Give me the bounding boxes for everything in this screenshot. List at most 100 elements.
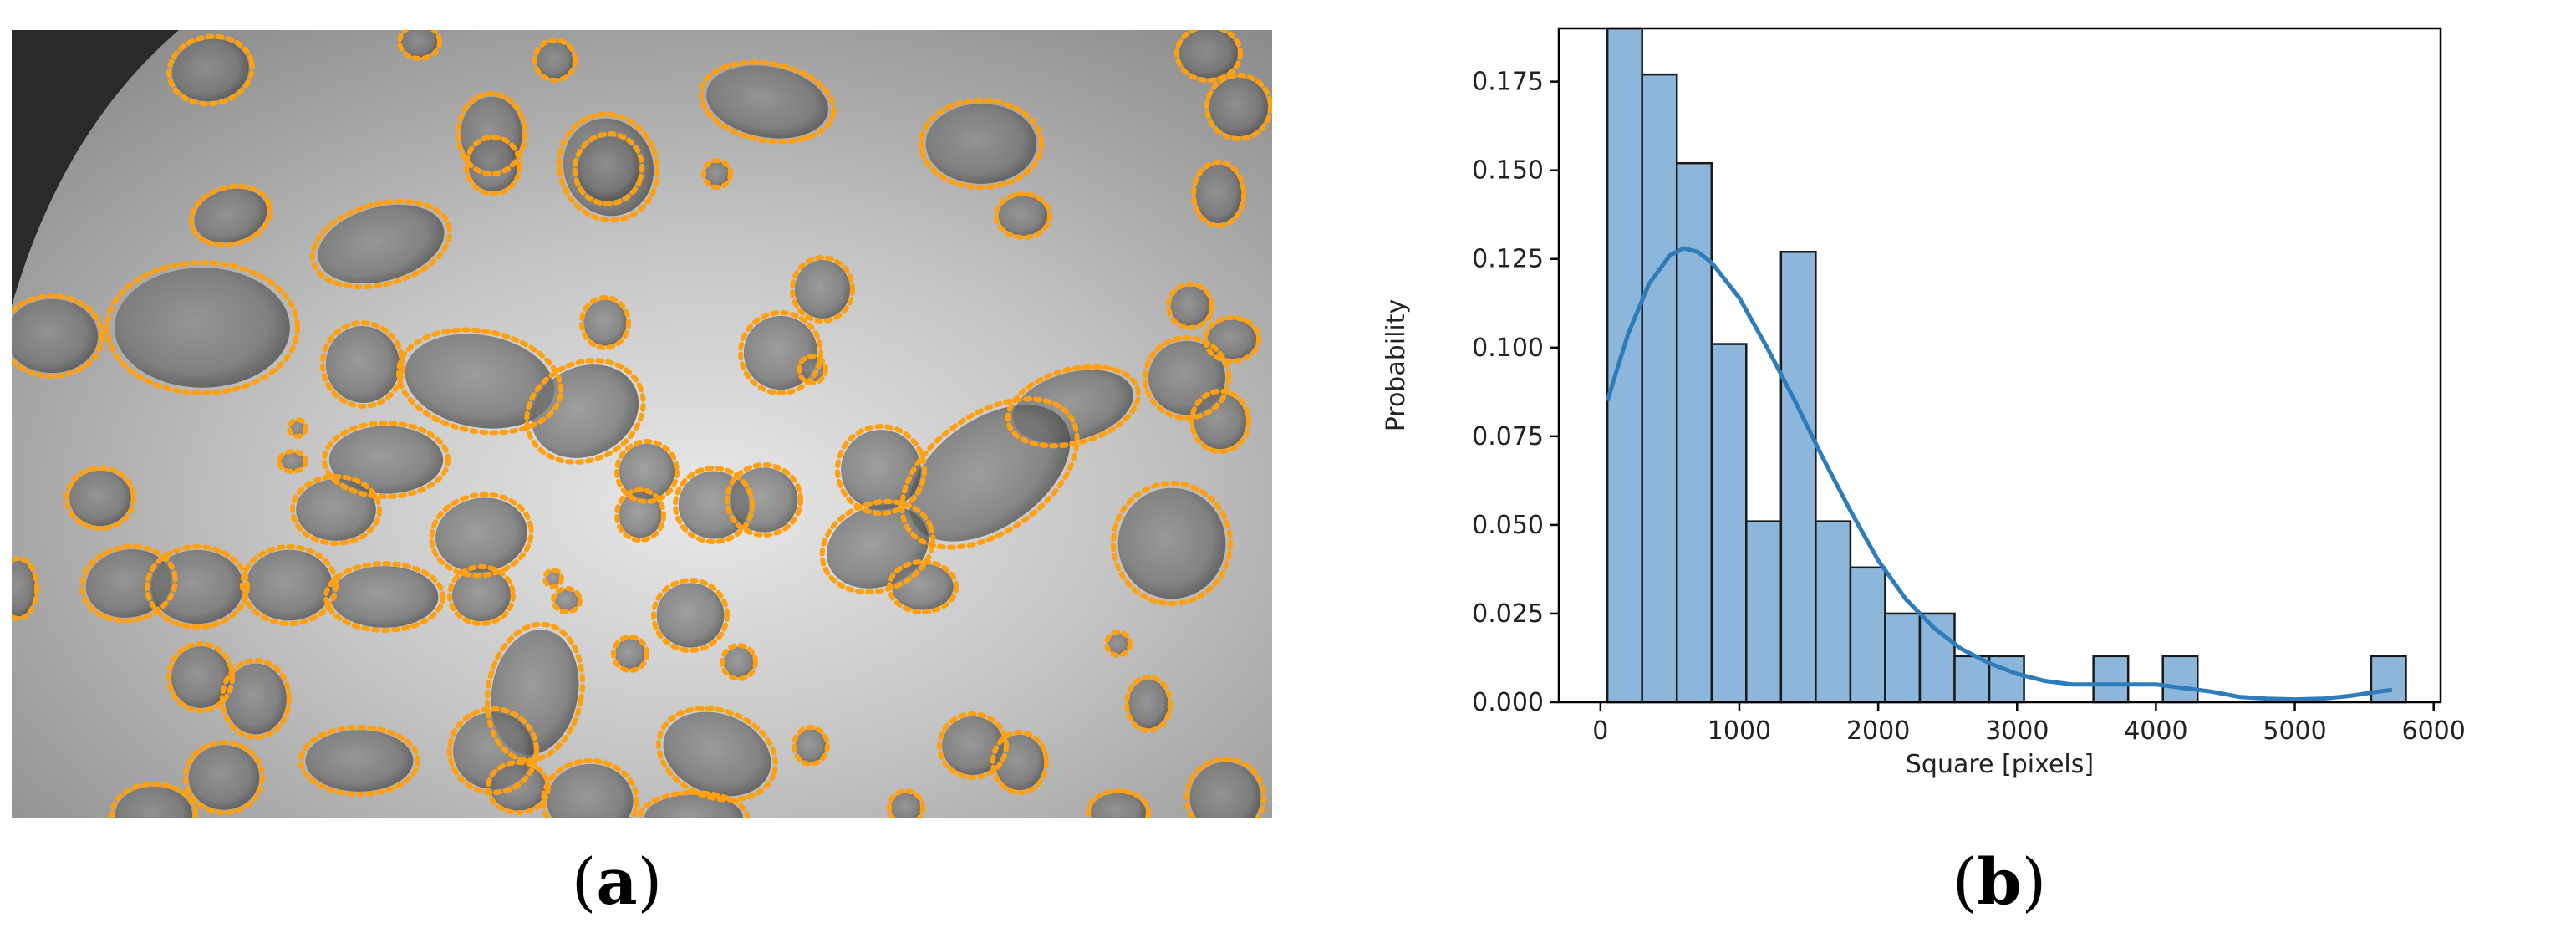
cell-body: [614, 638, 646, 670]
plot-frame: [1557, 27, 2442, 704]
cell-body: [1170, 286, 1210, 326]
x-tick-label: 6000: [2402, 716, 2466, 746]
histogram-bar: [1710, 343, 1748, 704]
cell-contour: [1124, 675, 1173, 733]
x-tick-label: 3000: [1985, 716, 2049, 746]
panel-a-caption: (a): [571, 844, 663, 919]
cell-body: [1195, 165, 1242, 223]
cell-body: [890, 792, 922, 823]
cell-contour: [220, 658, 292, 740]
cell-body: [826, 505, 929, 589]
cell-contour: [104, 260, 300, 395]
cell-body: [188, 745, 260, 810]
cell-body: [85, 549, 172, 618]
cell-body: [452, 568, 511, 622]
cell-contour: [532, 38, 578, 83]
cell-contour: [240, 544, 339, 626]
cell-contour: [456, 91, 527, 176]
histogram-bar: [1815, 520, 1852, 704]
histogram-bar: [1745, 520, 1783, 704]
cell-body: [795, 728, 827, 763]
cell-contour: [994, 191, 1052, 240]
cell-contour: [835, 424, 927, 516]
cell-body: [925, 104, 1037, 184]
cell-body: [1209, 78, 1268, 136]
microscopy-image: [0, 23, 1273, 847]
histogram-bar: [1606, 27, 1643, 704]
cell-body: [1179, 28, 1238, 79]
cell-contour: [322, 421, 451, 499]
cell-contour: [447, 706, 539, 795]
y-axis-ticks: 0.000 0.025 0.050 0.075 0.100 0.125 0.150 0.175: [1472, 68, 1559, 717]
cell-body: [115, 268, 290, 388]
cell-body: [289, 420, 306, 436]
cell-body: [194, 188, 267, 243]
cell-body: [1107, 633, 1129, 655]
histogram-bar: [1884, 612, 1922, 704]
cell-contour: [447, 564, 516, 626]
cell-contour: [899, 396, 1080, 550]
cell-contour: [551, 586, 583, 614]
cell-contour: [287, 417, 308, 439]
cell-body: [1128, 679, 1168, 729]
cell-body: [246, 549, 333, 621]
cell-contour: [673, 466, 755, 544]
cell-body: [330, 566, 439, 628]
cell-contour: [720, 643, 758, 681]
cell-contour: [579, 295, 631, 350]
cell-contour: [614, 487, 666, 543]
cell-contour: [1166, 282, 1214, 330]
cell-body: [577, 136, 640, 201]
cell-contour: [79, 543, 178, 624]
panel-b-caption: (b): [1952, 844, 2047, 919]
cell-body: [305, 730, 414, 792]
cell-contour: [1143, 335, 1231, 421]
cell-body: [225, 663, 287, 735]
cell-contour: [166, 33, 255, 107]
cell-body: [5, 298, 99, 374]
x-axis-label: Square [pixels]: [1906, 750, 2094, 779]
cell-body: [405, 334, 555, 429]
cell-body: [583, 299, 627, 346]
cell-contour: [651, 578, 730, 653]
cell-body: [706, 65, 828, 139]
cell-contour: [0, 556, 39, 621]
cell-body: [536, 41, 574, 79]
cell-contour: [738, 310, 823, 395]
histogram-bar: [2370, 655, 2407, 704]
cell-contour: [790, 255, 855, 324]
cell-contour: [298, 725, 420, 797]
cell-contour: [1104, 630, 1133, 658]
x-tick-label: 5000: [2263, 716, 2326, 746]
y-tick-label: 0.050: [1472, 511, 1544, 540]
cell-body: [794, 260, 851, 319]
x-tick-label: 4000: [2124, 716, 2187, 746]
dark-corner-region: [12, 30, 179, 306]
cell-body: [656, 583, 725, 648]
cell-body: [995, 734, 1045, 791]
cell-contour: [464, 135, 522, 196]
x-tick-label: 0: [1592, 716, 1608, 746]
y-tick-label: 0.075: [1472, 422, 1544, 451]
cell-contour: [1189, 389, 1251, 454]
cell-contour: [1005, 364, 1142, 449]
cell-contour: [166, 641, 235, 713]
histogram-bars: [1606, 27, 2407, 704]
cell-contour: [887, 559, 959, 614]
cell-body: [296, 479, 376, 541]
y-axis-label: Probability: [1382, 299, 1411, 432]
cell-body: [942, 716, 1004, 775]
cell-contour: [64, 466, 136, 531]
histogram-bar: [2092, 655, 2130, 704]
cell-body: [1194, 393, 1247, 450]
cell-body: [909, 405, 1071, 542]
cell-contour: [429, 492, 534, 579]
cell-body: [1189, 762, 1261, 833]
kde-curve: [1605, 246, 2393, 702]
cell-body: [280, 451, 305, 472]
cell-contour: [990, 730, 1049, 795]
cell-contour: [183, 740, 265, 815]
cell-body: [1117, 487, 1226, 599]
cell-body: [545, 570, 562, 587]
y-tick-label: 0.150: [1472, 156, 1544, 186]
